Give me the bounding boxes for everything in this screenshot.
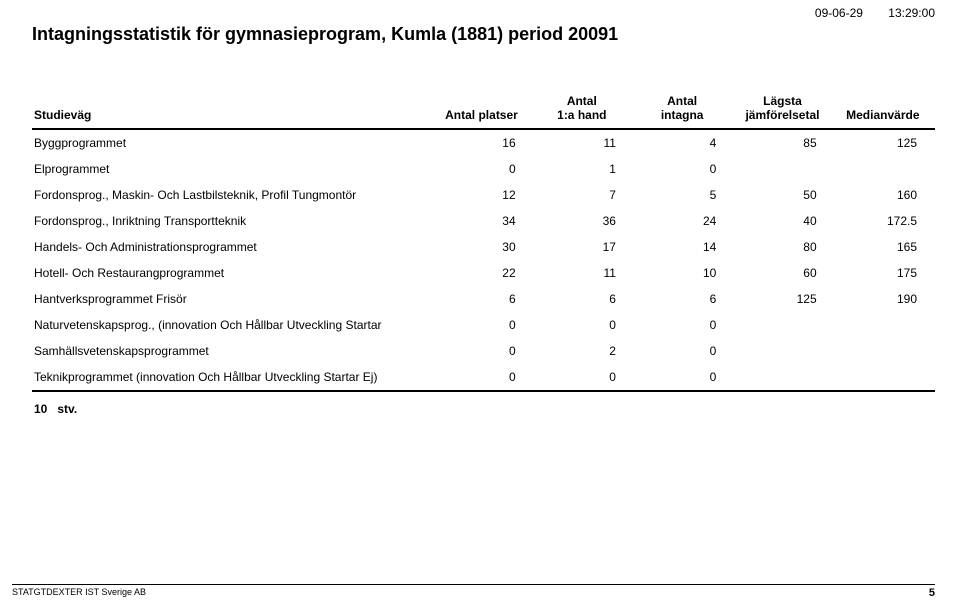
cell-hand: 2: [534, 338, 634, 364]
table-row: Teknikprogrammet (innovation Och Hållbar…: [32, 364, 935, 391]
table-row: Fordonsprog., Maskin- Och Lastbilsteknik…: [32, 182, 935, 208]
cell-intagna: 5: [634, 182, 734, 208]
cell-platser: 34: [433, 208, 533, 234]
cell-lagsta: [734, 156, 834, 182]
cell-platser: 30: [433, 234, 533, 260]
page-footer: STATGTDEXTER IST Sverige AB 5: [12, 584, 935, 599]
table-row: Byggprogrammet1611485125: [32, 129, 935, 156]
table-row: Samhällsvetenskapsprogrammet020: [32, 338, 935, 364]
cell-median: 160: [835, 182, 935, 208]
col-platser: Antal platser: [433, 90, 533, 129]
cell-hand: 6: [534, 286, 634, 312]
timestamp-date: 09-06-29: [815, 6, 863, 20]
cell-name: Hantverksprogrammet Frisör: [32, 286, 433, 312]
cell-intagna: 6: [634, 286, 734, 312]
cell-hand: 1: [534, 156, 634, 182]
cell-name: Teknikprogrammet (innovation Och Hållbar…: [32, 364, 433, 391]
cell-median: 172.5: [835, 208, 935, 234]
cell-name: Fordonsprog., Inriktning Transportteknik: [32, 208, 433, 234]
summary-row: 10 stv.: [32, 392, 935, 422]
cell-lagsta: 40: [734, 208, 834, 234]
cell-intagna: 0: [634, 156, 734, 182]
table-header-row: Studieväg Antal platser Antal 1:a hand A…: [32, 90, 935, 129]
cell-platser: 0: [433, 364, 533, 391]
col-median: Medianvärde: [835, 90, 935, 129]
table-row: Hantverksprogrammet Frisör666125190: [32, 286, 935, 312]
cell-name: Naturvetenskapsprog., (innovation Och Hå…: [32, 312, 433, 338]
cell-hand: 0: [534, 364, 634, 391]
cell-lagsta: [734, 312, 834, 338]
stats-table: Studieväg Antal platser Antal 1:a hand A…: [32, 90, 935, 422]
cell-median: [835, 338, 935, 364]
cell-lagsta: 60: [734, 260, 834, 286]
col-1ahand: Antal 1:a hand: [534, 90, 634, 129]
summary-unit: stv.: [57, 402, 77, 416]
cell-intagna: 0: [634, 338, 734, 364]
cell-median: 165: [835, 234, 935, 260]
col-lagsta: Lägsta jämförelsetal: [734, 90, 834, 129]
cell-intagna: 0: [634, 312, 734, 338]
cell-lagsta: 85: [734, 129, 834, 156]
col-1ahand-l2: 1:a hand: [536, 108, 628, 122]
cell-name: Elprogrammet: [32, 156, 433, 182]
cell-intagna: 4: [634, 129, 734, 156]
cell-name: Handels- Och Administrationsprogrammet: [32, 234, 433, 260]
col-1ahand-l1: Antal: [536, 94, 628, 108]
cell-intagna: 24: [634, 208, 734, 234]
cell-median: 190: [835, 286, 935, 312]
summary-count: 10: [34, 402, 47, 416]
cell-platser: 0: [433, 312, 533, 338]
cell-platser: 16: [433, 129, 533, 156]
col-studievag: Studieväg: [32, 90, 433, 129]
cell-hand: 36: [534, 208, 634, 234]
table-row: Handels- Och Administrationsprogrammet30…: [32, 234, 935, 260]
col-intagna-l2: intagna: [636, 108, 728, 122]
cell-intagna: 14: [634, 234, 734, 260]
cell-median: [835, 364, 935, 391]
cell-name: Hotell- Och Restaurangprogrammet: [32, 260, 433, 286]
table-row: Naturvetenskapsprog., (innovation Och Hå…: [32, 312, 935, 338]
cell-platser: 0: [433, 338, 533, 364]
col-intagna: Antal intagna: [634, 90, 734, 129]
cell-lagsta: 125: [734, 286, 834, 312]
cell-name: Fordonsprog., Maskin- Och Lastbilsteknik…: [32, 182, 433, 208]
table-row: Fordonsprog., Inriktning Transportteknik…: [32, 208, 935, 234]
cell-intagna: 10: [634, 260, 734, 286]
cell-intagna: 0: [634, 364, 734, 391]
footer-org: STATGTDEXTER IST Sverige AB: [12, 587, 146, 597]
cell-lagsta: [734, 338, 834, 364]
cell-platser: 6: [433, 286, 533, 312]
col-lagsta-l2: jämförelsetal: [736, 108, 828, 122]
col-lagsta-l1: Lägsta: [736, 94, 828, 108]
col-intagna-l1: Antal: [636, 94, 728, 108]
page-title: Intagningsstatistik för gymnasieprogram,…: [32, 24, 618, 45]
cell-name: Byggprogrammet: [32, 129, 433, 156]
cell-hand: 7: [534, 182, 634, 208]
table-row: Hotell- Och Restaurangprogrammet22111060…: [32, 260, 935, 286]
timestamp: 09-06-29 13:29:00: [793, 6, 935, 20]
cell-platser: 22: [433, 260, 533, 286]
cell-hand: 0: [534, 312, 634, 338]
cell-median: 125: [835, 129, 935, 156]
cell-median: 175: [835, 260, 935, 286]
cell-hand: 11: [534, 129, 634, 156]
cell-lagsta: 80: [734, 234, 834, 260]
cell-median: [835, 312, 935, 338]
cell-name: Samhällsvetenskapsprogrammet: [32, 338, 433, 364]
cell-lagsta: [734, 364, 834, 391]
timestamp-time: 13:29:00: [888, 6, 935, 20]
cell-platser: 12: [433, 182, 533, 208]
cell-hand: 11: [534, 260, 634, 286]
cell-platser: 0: [433, 156, 533, 182]
cell-hand: 17: [534, 234, 634, 260]
footer-page: 5: [929, 587, 935, 599]
cell-lagsta: 50: [734, 182, 834, 208]
cell-median: [835, 156, 935, 182]
table-row: Elprogrammet010: [32, 156, 935, 182]
